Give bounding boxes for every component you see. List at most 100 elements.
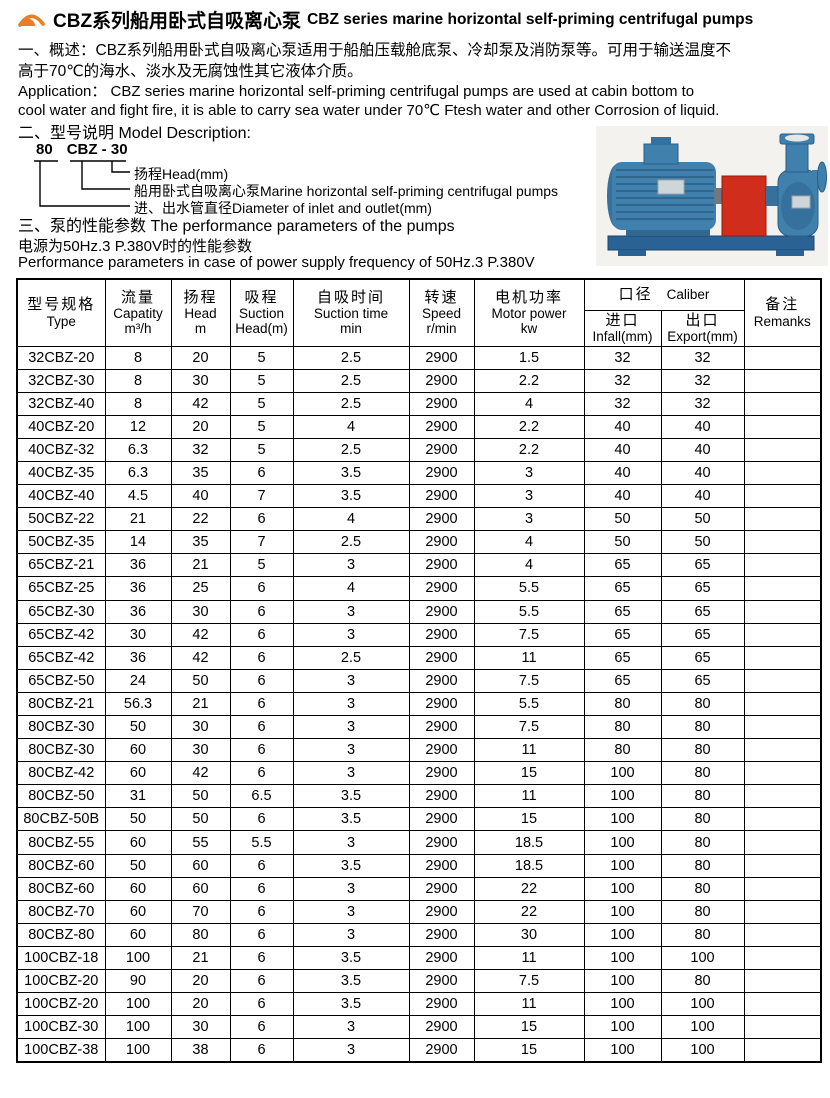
table-cell: 80 <box>583 714 662 740</box>
table-cell: 65 <box>583 576 662 601</box>
table-cell: 2.5 <box>292 645 410 670</box>
table-cell: 40 <box>660 414 745 439</box>
table-cell: 80CBZ-70 <box>16 899 106 924</box>
col-header-caliber: 口径 Caliber <box>583 278 745 311</box>
table-cell: 18.5 <box>473 830 585 855</box>
model-code-series: CBZ - 30 <box>66 141 128 158</box>
table-cell: 40CBZ-40 <box>16 484 106 509</box>
table-cell: 2900 <box>408 922 475 947</box>
table-cell: 60 <box>104 761 172 786</box>
table-cell: 80 <box>583 691 662 717</box>
table-row: 32CBZ-40 8 42 5 2.5 2900 4 32 32 <box>16 391 822 416</box>
table-cell: 80 <box>660 761 745 786</box>
table-cell: 21 <box>104 507 172 532</box>
table-cell: 7.5 <box>473 622 585 647</box>
table-cell: 50 <box>583 530 662 555</box>
table-cell: 2900 <box>408 645 475 670</box>
table-cell: 65CBZ-50 <box>16 668 106 693</box>
table-cell: 4 <box>292 576 410 601</box>
table-cell: 2.2 <box>473 437 585 462</box>
table-cell: 2900 <box>408 576 475 601</box>
table-cell: 6 <box>229 714 294 740</box>
doc-header: CBZ系列船用卧式自吸离心泵 CBZ series marine horizon… <box>16 6 753 33</box>
table-cell <box>743 876 822 901</box>
table-cell: 100 <box>660 1038 745 1063</box>
table-cell: 65CBZ-30 <box>16 599 106 624</box>
table-cell: 7 <box>229 484 294 509</box>
table-cell: 22 <box>170 507 231 532</box>
table-cell: 40CBZ-20 <box>16 414 106 439</box>
table-cell: 3.5 <box>292 969 410 994</box>
table-cell: 32 <box>170 437 231 462</box>
table-cell: 80 <box>660 830 745 855</box>
table-cell: 40 <box>583 437 662 462</box>
table-cell: 35 <box>170 530 231 555</box>
table-cell: 6 <box>229 576 294 601</box>
table-cell <box>743 922 822 947</box>
table-cell: 100 <box>583 1038 662 1063</box>
table-cell: 2900 <box>408 553 475 578</box>
table-cell <box>743 391 822 416</box>
table-cell <box>743 553 822 578</box>
table-cell: 11 <box>473 992 585 1017</box>
table-cell: 5 <box>229 345 294 370</box>
table-cell: 15 <box>473 1038 585 1063</box>
table-cell: 8 <box>104 391 172 416</box>
table-cell: 22 <box>473 899 585 924</box>
table-cell: 2900 <box>408 714 475 740</box>
table-cell: 6 <box>229 1015 294 1040</box>
table-row: 40CBZ-35 6.3 35 6 3.5 2900 3 40 40 <box>16 460 822 486</box>
table-cell: 31 <box>104 784 172 809</box>
overview-paragraph-en: Application： CBZ series marine horizonta… <box>18 83 720 119</box>
table-cell: 21 <box>170 945 231 971</box>
table-cell: 6 <box>229 645 294 670</box>
table-cell: 3.5 <box>292 784 410 809</box>
table-row: 32CBZ-30 8 30 5 2.5 2900 2.2 32 32 <box>16 368 822 393</box>
table-cell: 100 <box>583 807 662 832</box>
table-cell: 2900 <box>408 899 475 924</box>
col-header-infall: 进口 Infall(mm) <box>583 309 662 347</box>
table-row: 100CBZ-18 100 21 6 3.5 2900 11 100 100 <box>16 945 822 971</box>
table-cell: 6 <box>229 807 294 832</box>
performance-table: 型号规格 Type 流量 Capatity m³/h 扬程 Head m 吸程 … <box>16 278 823 1063</box>
table-cell: 80CBZ-55 <box>16 830 106 855</box>
table-cell: 5 <box>229 368 294 393</box>
table-cell: 2900 <box>408 784 475 809</box>
table-cell: 32CBZ-20 <box>16 345 106 370</box>
model-code-diameter: 80 <box>36 141 53 158</box>
table-cell <box>743 622 822 647</box>
table-cell: 80 <box>660 784 745 809</box>
table-cell: 65 <box>660 622 745 647</box>
table-cell: 11 <box>473 945 585 971</box>
table-cell: 4 <box>292 414 410 439</box>
table-cell: 100 <box>583 1015 662 1040</box>
table-cell <box>743 1038 822 1063</box>
col-header-export: 出口 Export(mm) <box>660 309 745 347</box>
table-cell <box>743 645 822 670</box>
table-cell: 50 <box>170 807 231 832</box>
table-cell: 3 <box>292 876 410 901</box>
table-cell: 100 <box>583 830 662 855</box>
table-cell: 42 <box>170 761 231 786</box>
table-cell: 3 <box>292 691 410 717</box>
table-cell: 2900 <box>408 530 475 555</box>
table-cell: 100 <box>583 853 662 878</box>
table-cell <box>743 714 822 740</box>
table-row: 80CBZ-42 60 42 6 3 2900 15 100 80 <box>16 761 822 786</box>
table-cell: 2900 <box>408 830 475 855</box>
table-cell: 2900 <box>408 368 475 393</box>
table-cell: 5 <box>229 391 294 416</box>
table-cell <box>743 807 822 832</box>
table-cell: 6 <box>229 992 294 1017</box>
table-cell <box>743 992 822 1017</box>
table-cell: 2.2 <box>473 368 585 393</box>
table-cell: 80CBZ-42 <box>16 761 106 786</box>
table-row: 65CBZ-42 30 42 6 3 2900 7.5 65 65 <box>16 622 822 647</box>
table-cell: 60 <box>170 853 231 878</box>
table-cell: 50 <box>170 668 231 693</box>
table-cell: 2900 <box>408 738 475 763</box>
table-cell: 65 <box>660 553 745 578</box>
table-row: 100CBZ-38 100 38 6 3 2900 15 100 100 <box>16 1038 822 1063</box>
table-cell: 30 <box>473 922 585 947</box>
col-header-flow: 流量 Capatity m³/h <box>104 278 172 347</box>
